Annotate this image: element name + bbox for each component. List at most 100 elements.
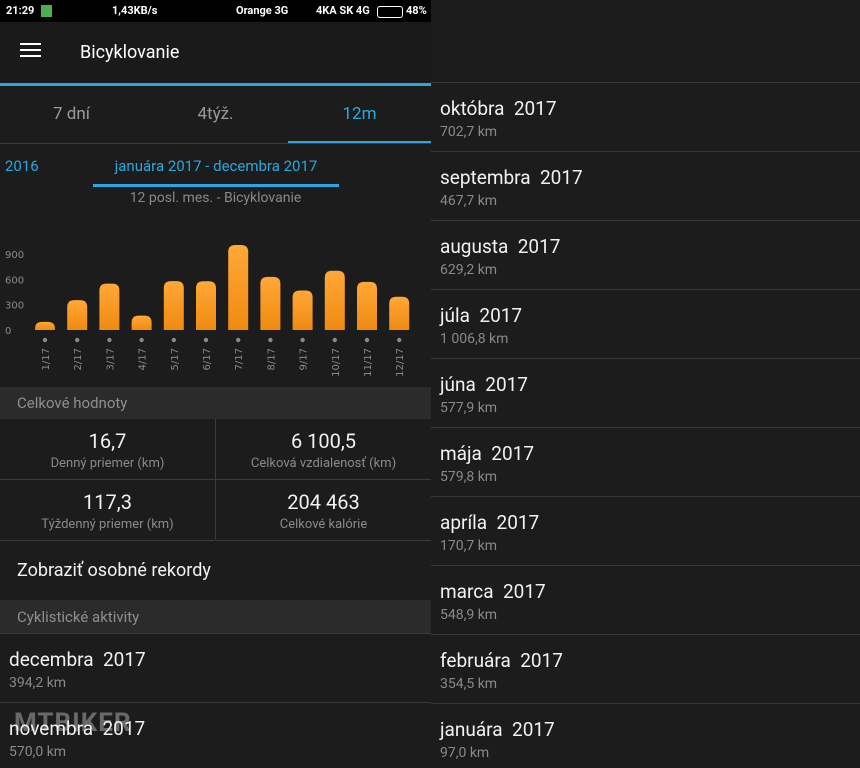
x-tick-label: 12/17 xyxy=(395,348,406,377)
stat-cell: 204 463 Celkové kalórie xyxy=(216,480,431,541)
bar xyxy=(67,300,88,330)
status-bar xyxy=(0,0,431,22)
x-tick-label: 6/17 xyxy=(202,348,213,370)
status-battery: 48% xyxy=(406,4,427,17)
activity-month: augusta 2017 xyxy=(440,235,561,258)
stat-label: Celková vzdialenosť (km) xyxy=(250,456,397,471)
x-tick-label: 10/17 xyxy=(331,348,342,377)
tab-indicator xyxy=(288,141,431,143)
tick-dot xyxy=(236,337,241,343)
activity-item[interactable]: mája 2017 579,8 km xyxy=(431,427,860,496)
period-underline xyxy=(93,184,339,187)
tick-dot xyxy=(364,337,370,343)
x-tick-label: 2/17 xyxy=(73,348,84,370)
section-title: Cyklistické aktivity xyxy=(17,608,140,626)
stat-cell: 16,7 Denný priemer (km) xyxy=(0,419,215,480)
activity-distance: 629,2 km xyxy=(440,262,498,278)
tick-dot xyxy=(397,337,402,343)
stat-value: 16,7 xyxy=(88,429,127,453)
activity-item[interactable]: marca 2017 548,9 km xyxy=(431,565,860,634)
status-time: 21:29 xyxy=(6,4,35,17)
section-header: Celkové hodnoty xyxy=(0,387,431,419)
status-speed: 1,43KB/s xyxy=(112,4,158,17)
play-icon xyxy=(41,5,52,17)
x-tick-label: 7/17 xyxy=(234,348,245,370)
activity-month: októbra 2017 xyxy=(440,97,557,120)
records-link[interactable]: Zobraziť osobné rekordy xyxy=(17,560,211,581)
activity-distance: 467,7 km xyxy=(440,193,498,209)
y-tick-label: 600 xyxy=(5,275,24,286)
app-bar xyxy=(0,22,431,84)
y-tick-label: 0 xyxy=(5,326,11,337)
bar xyxy=(196,281,216,330)
stat-label: Celkové kalórie xyxy=(279,517,368,532)
activity-month: mája 2017 xyxy=(440,442,535,465)
activity-item[interactable]: októbra 2017 702,7 km xyxy=(431,82,860,151)
x-tick-label: 4/17 xyxy=(138,348,149,370)
x-tick-label: 3/17 xyxy=(105,348,116,370)
bar xyxy=(260,276,281,330)
bar xyxy=(99,283,120,330)
activity-item[interactable]: septembra 2017 467,7 km xyxy=(431,151,860,220)
x-tick-label: 8/17 xyxy=(266,348,277,370)
watermark: MTBIKER xyxy=(14,708,132,738)
x-tick-label: 11/17 xyxy=(363,348,374,377)
tab[interactable]: 4týž. xyxy=(197,104,234,124)
section-header: Cyklistické aktivity xyxy=(0,600,431,633)
activity-distance: 570,0 km xyxy=(9,744,67,760)
activity-item[interactable]: júla 2017 1 006,8 km xyxy=(431,289,860,358)
bar xyxy=(292,290,313,330)
activity-item[interactable]: novembra 2017 570,0 km xyxy=(0,702,431,768)
battery-icon xyxy=(377,6,403,18)
activity-month: apríla 2017 xyxy=(440,511,540,534)
activity-item[interactable]: januára 2017 97,0 km xyxy=(431,703,860,768)
activity-distance: 97,0 km xyxy=(440,745,490,761)
activity-distance: 577,9 km xyxy=(440,400,498,416)
activity-distance: 702,7 km xyxy=(440,124,498,140)
activity-item[interactable]: júna 2017 577,9 km xyxy=(431,358,860,427)
activity-distance: 579,8 km xyxy=(440,469,498,485)
bar xyxy=(389,296,410,330)
stat-label: Denný priemer (km) xyxy=(50,456,165,471)
tick-dot xyxy=(139,337,144,343)
activity-month: marca 2017 xyxy=(440,580,546,603)
bar xyxy=(357,281,377,330)
stat-value: 117,3 xyxy=(83,490,132,514)
stat-value: 204 463 xyxy=(287,490,360,514)
tab[interactable]: 12m xyxy=(342,104,377,124)
tick-dot xyxy=(268,337,273,343)
current-period[interactable]: januára 2017 - decembra 2017 xyxy=(114,157,318,175)
activity-month: novembra 2017 xyxy=(9,717,146,740)
activity-distance: 1 006,8 km xyxy=(440,331,509,347)
activity-item[interactable]: decembra 2017 394,2 km xyxy=(0,633,431,702)
activity-month: júna 2017 xyxy=(440,373,528,396)
menu-button[interactable] xyxy=(20,43,41,57)
chart-subtitle: 12 posl. mes. - Bicyklovanie xyxy=(129,190,302,206)
tick-dot xyxy=(300,337,305,343)
left-panel: 21:29 1,43KB/s Orange 3G 4KA SK 4G 48% B… xyxy=(0,0,431,768)
stat-label: Týždenný priemer (km) xyxy=(41,517,174,532)
tab[interactable]: 7 dní xyxy=(53,104,90,124)
stat-value: 6 100,5 xyxy=(290,429,357,453)
divider xyxy=(0,143,431,144)
activity-item[interactable]: augusta 2017 629,2 km xyxy=(431,220,860,289)
divider xyxy=(0,83,431,86)
bar xyxy=(163,281,184,330)
stat-cell: 6 100,5 Celková vzdialenosť (km) xyxy=(216,419,431,480)
tick-dot xyxy=(42,337,48,343)
previous-period[interactable]: 2016 xyxy=(5,157,39,175)
activity-item[interactable]: apríla 2017 170,7 km xyxy=(431,496,860,565)
status-carrier: Orange 3G xyxy=(236,4,289,17)
tick-dot xyxy=(75,337,80,343)
tick-dot xyxy=(107,337,112,343)
activity-distance: 354,5 km xyxy=(440,676,498,692)
activity-month: júla 2017 xyxy=(440,304,523,327)
activity-distance: 394,2 km xyxy=(9,675,67,691)
bar xyxy=(131,315,152,330)
menu-bar xyxy=(20,49,41,51)
activity-item[interactable]: februára 2017 354,5 km xyxy=(431,634,860,703)
section-title: Celkové hodnoty xyxy=(17,394,128,412)
x-tick-label: 5/17 xyxy=(170,348,181,370)
activity-distance: 170,7 km xyxy=(440,538,498,554)
